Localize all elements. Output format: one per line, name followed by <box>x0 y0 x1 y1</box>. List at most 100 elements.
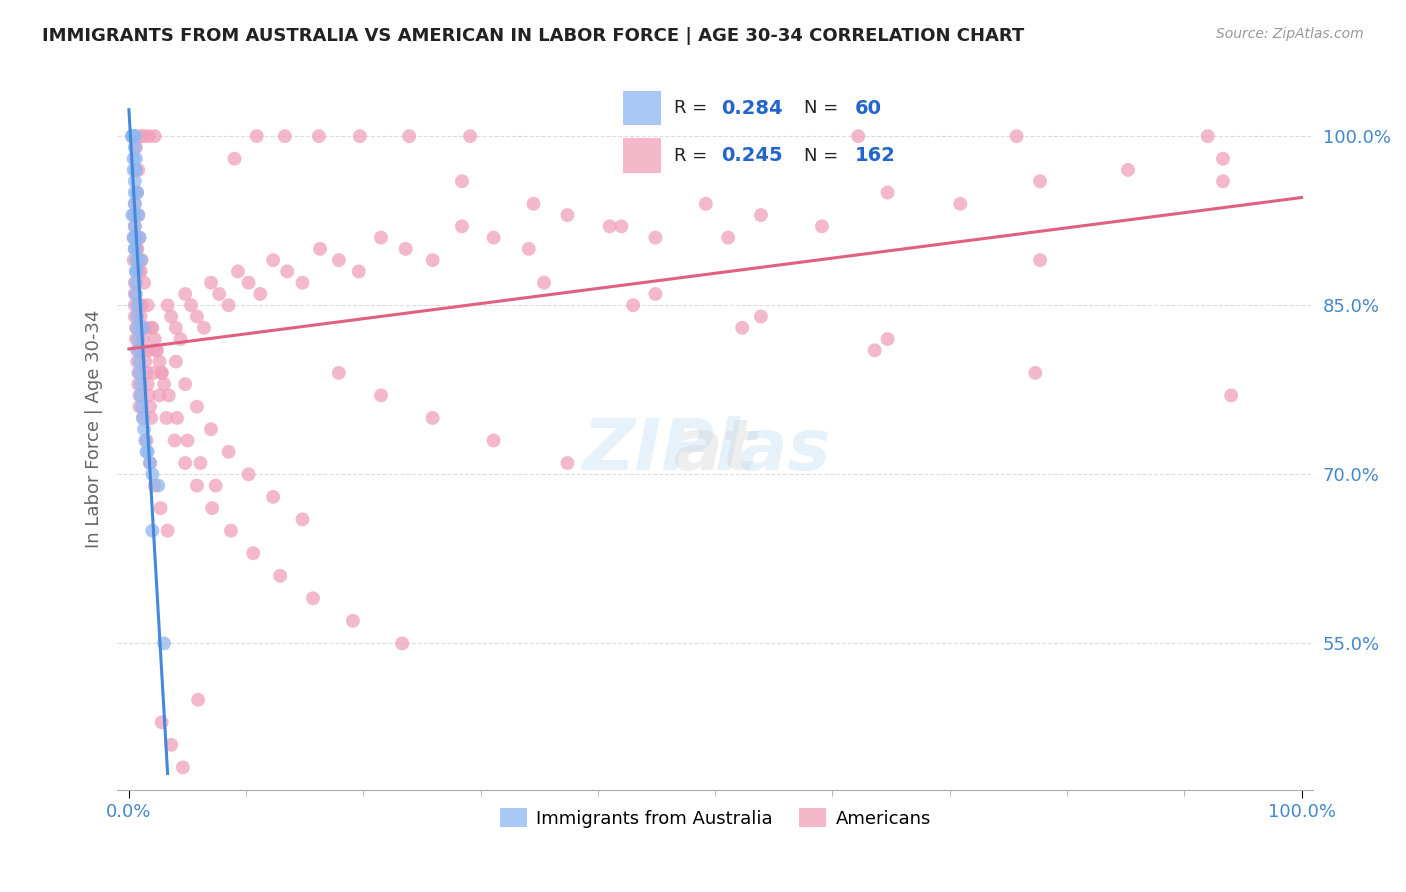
Point <box>127 377 149 392</box>
Point <box>1212 152 1234 166</box>
Point <box>863 343 886 358</box>
Point <box>124 276 146 290</box>
Point <box>127 242 149 256</box>
Point <box>695 196 717 211</box>
Point <box>136 377 159 392</box>
Point <box>141 467 163 482</box>
Point <box>122 253 145 268</box>
Point <box>143 332 166 346</box>
Point <box>136 298 159 312</box>
Point <box>1212 174 1234 188</box>
Point <box>242 546 264 560</box>
Point <box>219 524 242 538</box>
Point <box>148 478 170 492</box>
Point <box>141 524 163 538</box>
Point <box>121 129 143 144</box>
Point <box>134 354 156 368</box>
Point <box>127 354 149 368</box>
Point <box>218 298 240 312</box>
Point <box>125 332 148 346</box>
Point <box>153 636 176 650</box>
Point <box>124 219 146 234</box>
Point <box>138 343 160 358</box>
Point <box>127 253 149 268</box>
Point <box>134 422 156 436</box>
Point <box>135 434 157 448</box>
Point <box>269 568 291 582</box>
Point <box>139 456 162 470</box>
Point <box>127 186 149 200</box>
Point <box>156 524 179 538</box>
Point <box>136 444 159 458</box>
Point <box>148 388 170 402</box>
Point <box>127 343 149 358</box>
Point <box>125 253 148 268</box>
Point <box>129 377 152 392</box>
Point <box>121 129 143 144</box>
Point <box>122 129 145 144</box>
Point <box>557 456 579 470</box>
Point <box>309 242 332 256</box>
Point <box>124 242 146 256</box>
Point <box>180 298 202 312</box>
Point <box>458 129 481 144</box>
Point <box>153 377 176 392</box>
Point <box>349 129 371 144</box>
Point <box>328 253 350 268</box>
Point <box>141 411 163 425</box>
Point <box>949 196 972 211</box>
Point <box>131 320 153 334</box>
Point <box>1220 388 1243 402</box>
Point <box>122 129 145 144</box>
Point <box>129 298 152 312</box>
Point <box>621 298 644 312</box>
Point <box>138 129 160 144</box>
Point <box>124 287 146 301</box>
Point <box>121 129 143 144</box>
Point <box>218 444 240 458</box>
Point <box>132 411 155 425</box>
Point <box>163 434 186 448</box>
Point <box>124 298 146 312</box>
Point <box>128 400 150 414</box>
Point <box>846 129 869 144</box>
Point <box>127 310 149 324</box>
Point <box>122 129 145 144</box>
Point <box>1197 129 1219 144</box>
Point <box>121 129 143 144</box>
Point <box>644 230 666 244</box>
Point <box>308 129 330 144</box>
Point <box>125 287 148 301</box>
Legend: Immigrants from Australia, Americans: Immigrants from Australia, Americans <box>492 801 938 835</box>
Point <box>165 354 187 368</box>
Point <box>876 332 898 346</box>
Point <box>127 332 149 346</box>
Point <box>124 129 146 144</box>
Point <box>193 320 215 334</box>
Point <box>749 310 772 324</box>
Point <box>208 287 231 301</box>
Point <box>139 400 162 414</box>
Point <box>125 152 148 166</box>
Point <box>121 129 143 144</box>
Point <box>141 320 163 334</box>
Point <box>422 411 444 425</box>
Text: IMMIGRANTS FROM AUSTRALIA VS AMERICAN IN LABOR FORCE | AGE 30-34 CORRELATION CHA: IMMIGRANTS FROM AUSTRALIA VS AMERICAN IN… <box>42 27 1025 45</box>
Point <box>238 467 260 482</box>
Point <box>131 400 153 414</box>
Point <box>249 287 271 301</box>
Point <box>128 354 150 368</box>
Y-axis label: In Labor Force | Age 30-34: In Labor Force | Age 30-34 <box>86 310 103 549</box>
Point <box>125 163 148 178</box>
Point <box>246 129 269 144</box>
Point <box>122 230 145 244</box>
Point <box>160 310 183 324</box>
Point <box>482 230 505 244</box>
Point <box>165 320 187 334</box>
Point <box>482 434 505 448</box>
Point <box>557 208 579 222</box>
Point <box>200 422 222 436</box>
Point <box>127 366 149 380</box>
Point <box>138 388 160 402</box>
Point <box>124 196 146 211</box>
